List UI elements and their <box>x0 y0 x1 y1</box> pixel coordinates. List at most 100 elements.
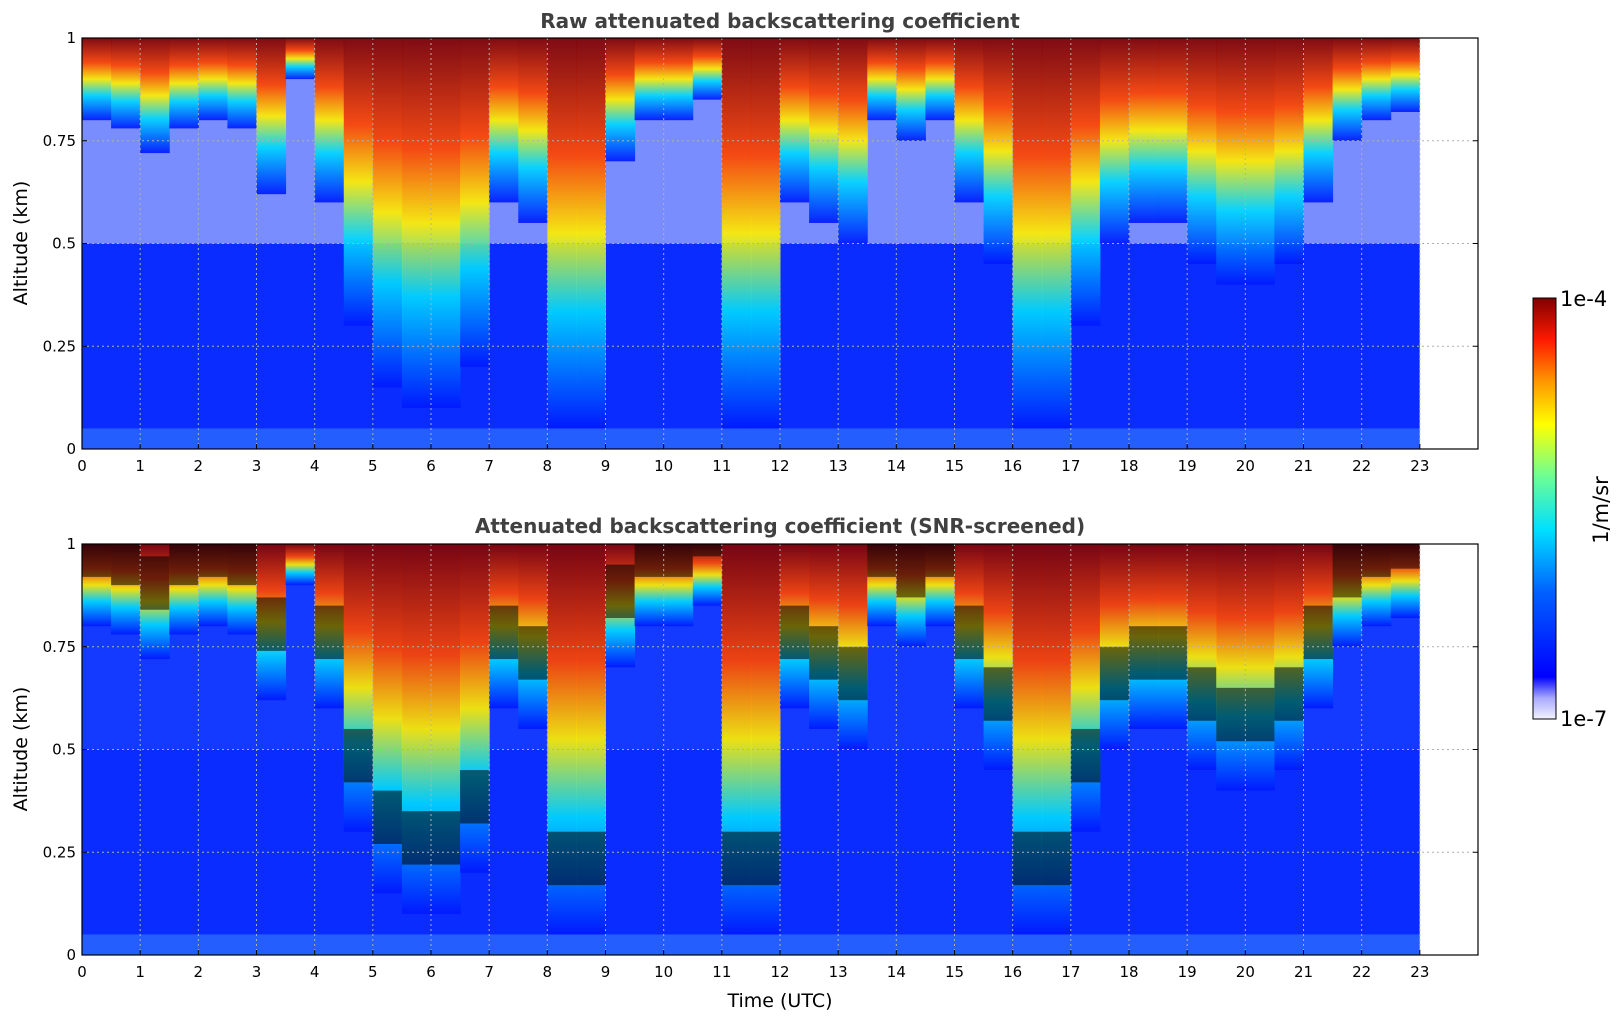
x-tick-label: 12 <box>770 457 789 475</box>
x-tick-label: 21 <box>1294 963 1313 981</box>
saturated-layer <box>896 544 926 598</box>
x-tick-label: 12 <box>770 963 789 981</box>
backscatter-column <box>227 38 257 129</box>
saturated-layer <box>1274 667 1304 721</box>
backscatter-column <box>1390 38 1421 112</box>
x-tick-label: 22 <box>1352 457 1371 475</box>
backscatter-column <box>1012 38 1043 429</box>
backscatter-column <box>460 38 490 367</box>
x-tick-label: 23 <box>1410 963 1429 981</box>
x-tick-label: 3 <box>252 457 262 475</box>
y-axis-ticks: 0 0.25 0.5 0.75 1 <box>43 29 1478 458</box>
y-tick-label: 0 <box>66 440 76 458</box>
backscatter-column <box>576 38 606 429</box>
x-tick-label: 19 <box>1178 457 1197 475</box>
backscatter-column <box>983 38 1014 265</box>
backscatter-column <box>1274 544 1304 771</box>
x-tick-label: 15 <box>945 963 964 981</box>
saturated-layer <box>1041 831 1072 886</box>
saturated-layer <box>1245 687 1275 742</box>
x-tick-label: 10 <box>654 963 673 981</box>
backscatter-column <box>896 38 926 141</box>
backscatter-column <box>1041 38 1072 429</box>
x-tick-label: 11 <box>712 457 731 475</box>
y-tick-label: 0.75 <box>43 638 76 656</box>
x-tick-label: 16 <box>1003 963 1022 981</box>
x-tick-label: 18 <box>1119 457 1138 475</box>
backscatter-column <box>518 38 548 223</box>
grid-lines <box>82 544 1478 955</box>
backscatter-column <box>983 544 1014 771</box>
x-tick-label: 14 <box>887 963 906 981</box>
saturated-layer <box>1332 544 1363 598</box>
near-surface-band <box>82 934 1420 955</box>
saturated-layer <box>1187 667 1217 721</box>
saturated-layer <box>983 667 1014 721</box>
backscatter-column <box>1303 38 1334 203</box>
x-tick-label: 4 <box>310 963 320 981</box>
x-tick-label: 1 <box>135 963 145 981</box>
saturated-layer <box>401 811 432 865</box>
saturated-layer <box>547 831 577 886</box>
x-tick-label: 20 <box>1236 963 1255 981</box>
saturated-layer <box>111 544 141 586</box>
backscatter-column <box>169 38 199 129</box>
backscatter-column <box>489 38 519 203</box>
backscatter-column <box>692 38 723 100</box>
saturated-layer <box>838 646 868 701</box>
backscatter-column <box>663 38 694 121</box>
saturated-layer <box>1070 728 1101 783</box>
saturated-layer <box>227 544 257 586</box>
y-tick-label: 0.5 <box>52 741 76 759</box>
backscatter-column <box>111 38 141 129</box>
x-tick-label: 11 <box>712 963 731 981</box>
backscatter-column <box>431 38 461 408</box>
saturated-layer <box>518 626 548 680</box>
x-tick-label: 19 <box>1178 963 1197 981</box>
backscatter-column <box>198 38 228 121</box>
saturated-layer <box>489 605 519 660</box>
backscatter-column <box>401 38 432 408</box>
x-tick-label: 17 <box>1061 963 1080 981</box>
y-tick-label: 1 <box>66 29 76 47</box>
saturated-layer <box>82 544 112 577</box>
x-tick-label: 15 <box>945 457 964 475</box>
saturated-layer <box>460 770 490 824</box>
x-tick-label: 0 <box>77 963 87 981</box>
saturated-layer <box>721 831 752 886</box>
backscatter-column <box>1070 544 1101 832</box>
backscatter-column <box>721 38 752 429</box>
raw-backscatter-panel: Raw attenuated backscattering coefficien… <box>10 9 1479 475</box>
backscatter-column <box>1129 38 1159 223</box>
colorbar-min-label: 1e-7 <box>1560 707 1607 731</box>
backscatter-column <box>343 544 374 832</box>
backscatter-column <box>285 38 316 80</box>
backscatter-column <box>1274 38 1304 265</box>
x-tick-label: 5 <box>368 457 378 475</box>
backscatter-column <box>1245 544 1275 791</box>
saturated-layer <box>314 605 345 660</box>
x-tick-label: 3 <box>252 963 262 981</box>
colorbar-gradient <box>1532 297 1557 720</box>
backscatter-column <box>925 38 955 121</box>
backscatter-column <box>605 38 636 162</box>
x-tick-label: 9 <box>601 457 611 475</box>
x-tick-label: 9 <box>601 963 611 981</box>
backscatter-column <box>140 38 170 154</box>
saturated-layer <box>1099 646 1130 701</box>
x-tick-label: 20 <box>1236 457 1255 475</box>
y-tick-label: 0.5 <box>52 235 76 253</box>
saturated-layer <box>925 544 955 577</box>
x-tick-label: 13 <box>829 963 848 981</box>
x-tick-label: 17 <box>1061 457 1080 475</box>
saturated-layer <box>809 626 839 680</box>
backscatter-column <box>780 38 810 203</box>
saturated-layer <box>1390 544 1421 569</box>
backscatter-column <box>809 38 839 223</box>
backscatter-column <box>1187 544 1217 771</box>
x-tick-label: 2 <box>194 963 204 981</box>
saturated-layer <box>1361 544 1392 577</box>
backscatter-column <box>634 38 665 121</box>
x-tick-label: 6 <box>426 963 436 981</box>
